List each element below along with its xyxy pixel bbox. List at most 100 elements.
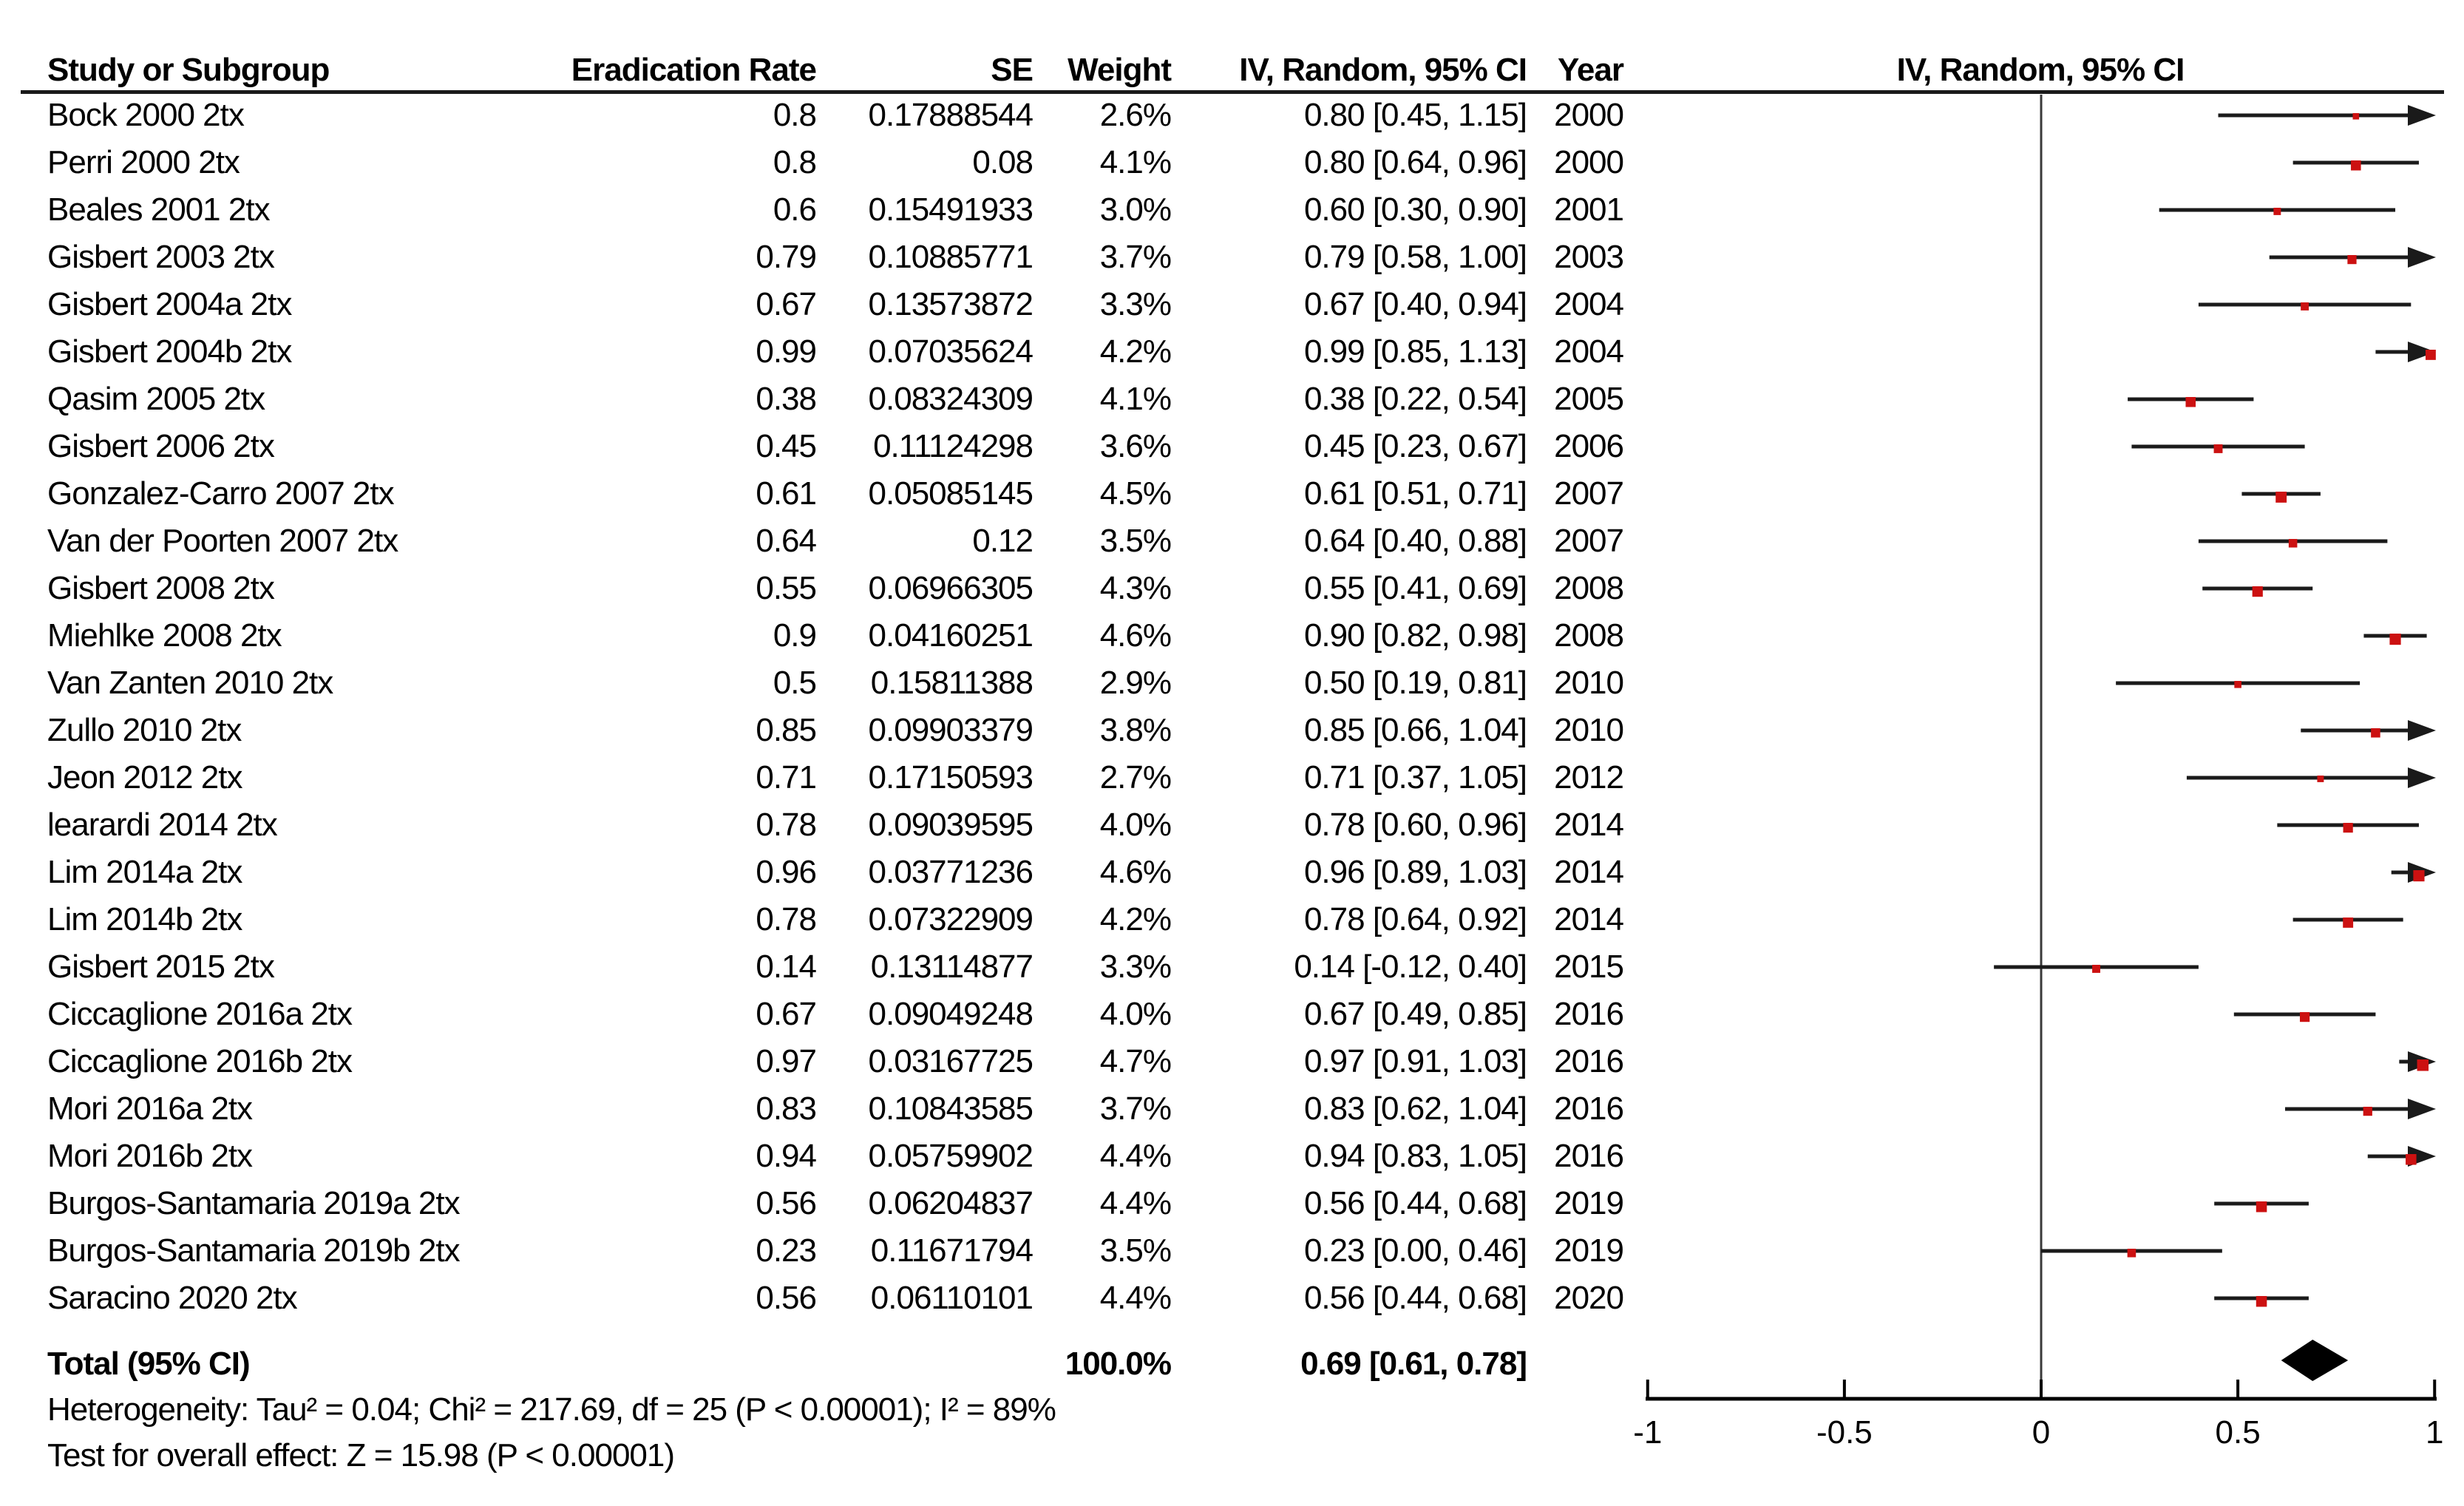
right-arrow-icon — [2408, 247, 2436, 268]
point-marker — [2351, 160, 2361, 171]
ci-cell: 0.79 [0.58, 1.00] — [1303, 239, 1527, 275]
se-cell: 0.07322909 — [868, 901, 1034, 937]
ci-cell: 0.97 [0.91, 1.03] — [1303, 1043, 1527, 1079]
point-marker — [2256, 1296, 2267, 1307]
rate-cell: 0.99 — [756, 333, 817, 370]
weight-cell: 4.7% — [1099, 1043, 1172, 1079]
point-marker — [2252, 586, 2263, 597]
se-cell: 0.12 — [972, 523, 1034, 559]
rate-cell: 0.38 — [756, 381, 817, 417]
se-cell: 0.15491933 — [868, 191, 1034, 228]
point-marker — [2371, 728, 2380, 738]
rate-cell: 0.23 — [756, 1232, 817, 1269]
ci-cell: 0.14 [-0.12, 0.40] — [1294, 949, 1527, 985]
se-cell: 0.13114877 — [870, 949, 1034, 985]
study-cell: Gisbert 2004b 2tx — [47, 333, 292, 370]
year-cell: 2020 — [1554, 1280, 1624, 1316]
point-marker — [2288, 539, 2298, 548]
column-header-weight: Weight — [1068, 52, 1172, 88]
rate-cell: 0.9 — [773, 617, 817, 654]
se-cell: 0.13573872 — [868, 286, 1034, 322]
right-arrow-icon — [2408, 105, 2436, 126]
rate-cell: 0.71 — [756, 759, 817, 796]
study-cell: Gisbert 2015 2tx — [47, 949, 275, 985]
point-marker — [2256, 1201, 2267, 1212]
rate-cell: 0.6 — [773, 191, 817, 228]
study-cell: Gisbert 2006 2tx — [47, 428, 275, 464]
study-cell: Zullo 2010 2tx — [47, 712, 242, 748]
se-cell: 0.11671794 — [870, 1232, 1034, 1269]
year-cell: 2010 — [1554, 712, 1624, 748]
total-ci: 0.69 [0.61, 0.78] — [1300, 1346, 1527, 1382]
rate-cell: 0.97 — [756, 1043, 817, 1079]
study-cell: Beales 2001 2tx — [47, 191, 271, 228]
rate-cell: 0.96 — [756, 854, 817, 890]
weight-cell: 4.6% — [1099, 617, 1172, 654]
rate-cell: 0.55 — [756, 570, 817, 606]
year-cell: 2016 — [1554, 1138, 1624, 1174]
ci-cell: 0.71 [0.37, 1.05] — [1303, 759, 1527, 796]
se-cell: 0.09049248 — [868, 996, 1034, 1032]
ci-cell: 0.67 [0.40, 0.94] — [1303, 286, 1527, 322]
header-separator — [21, 90, 2444, 94]
right-arrow-icon — [2408, 767, 2436, 788]
column-header-study: Study or Subgroup — [47, 52, 330, 88]
ci-cell: 0.50 [0.19, 0.81] — [1303, 665, 1527, 701]
year-cell: 2005 — [1554, 381, 1624, 417]
ci-cell: 0.94 [0.83, 1.05] — [1303, 1138, 1527, 1174]
point-marker — [2406, 1154, 2417, 1165]
ci-cell: 0.78 [0.60, 0.96] — [1303, 807, 1527, 843]
ci-cell: 0.96 [0.89, 1.03] — [1303, 854, 1527, 890]
study-cell: Jeon 2012 2tx — [47, 759, 242, 796]
study-cell: learardi 2014 2tx — [47, 807, 278, 843]
se-cell: 0.10885771 — [868, 239, 1034, 275]
weight-cell: 4.6% — [1099, 854, 1172, 890]
rate-cell: 0.56 — [756, 1280, 817, 1316]
point-marker — [2389, 634, 2401, 645]
ci-cell: 0.83 [0.62, 1.04] — [1303, 1091, 1527, 1127]
ci-cell: 0.64 [0.40, 0.88] — [1303, 523, 1527, 559]
study-cell: Gisbert 2008 2tx — [47, 570, 275, 606]
weight-cell: 4.0% — [1099, 996, 1172, 1032]
se-cell: 0.10843585 — [868, 1091, 1034, 1127]
x-axis-tick-label: -0.5 — [1816, 1414, 1873, 1451]
study-cell: Burgos-Santamaria 2019b 2tx — [47, 1232, 461, 1269]
weight-cell: 4.5% — [1099, 475, 1172, 512]
weight-cell: 3.3% — [1099, 949, 1172, 985]
year-cell: 2003 — [1554, 239, 1624, 275]
right-arrow-icon — [2408, 342, 2436, 362]
year-cell: 2004 — [1554, 333, 1624, 370]
se-cell: 0.09039595 — [868, 807, 1034, 843]
study-cell: Mori 2016b 2tx — [47, 1138, 253, 1174]
year-cell: 2008 — [1554, 570, 1624, 606]
rate-cell: 0.83 — [756, 1091, 817, 1127]
rate-cell: 0.45 — [756, 428, 817, 464]
weight-cell: 3.5% — [1099, 1232, 1172, 1269]
ci-cell: 0.99 [0.85, 1.13] — [1303, 333, 1527, 370]
weight-cell: 4.2% — [1099, 333, 1172, 370]
year-cell: 2014 — [1554, 854, 1624, 890]
x-axis-tick-label: 0.5 — [2216, 1414, 2261, 1451]
study-cell: Lim 2014a 2tx — [47, 854, 242, 890]
ci-cell: 0.90 [0.82, 0.98] — [1303, 617, 1527, 654]
weight-cell: 2.6% — [1099, 97, 1172, 133]
weight-cell: 4.2% — [1099, 901, 1172, 937]
se-cell: 0.15811388 — [870, 665, 1034, 701]
year-cell: 2019 — [1554, 1185, 1624, 1221]
rate-cell: 0.8 — [773, 97, 817, 133]
study-cell: Van Zanten 2010 2tx — [47, 665, 333, 701]
study-cell: Bock 2000 2tx — [47, 97, 245, 133]
ci-cell: 0.80 [0.45, 1.15] — [1303, 97, 1527, 133]
year-cell: 2008 — [1554, 617, 1624, 654]
ci-cell: 0.56 [0.44, 0.68] — [1303, 1280, 1527, 1316]
rate-cell: 0.79 — [756, 239, 817, 275]
weight-cell: 4.4% — [1099, 1280, 1172, 1316]
rate-cell: 0.67 — [756, 996, 817, 1032]
point-marker — [2425, 350, 2436, 360]
se-cell: 0.07035624 — [868, 333, 1034, 370]
ci-cell: 0.55 [0.41, 0.69] — [1303, 570, 1527, 606]
rate-cell: 0.56 — [756, 1185, 817, 1221]
year-cell: 2010 — [1554, 665, 1624, 701]
weight-cell: 4.4% — [1099, 1138, 1172, 1174]
study-cell: Lim 2014b 2tx — [47, 901, 242, 937]
